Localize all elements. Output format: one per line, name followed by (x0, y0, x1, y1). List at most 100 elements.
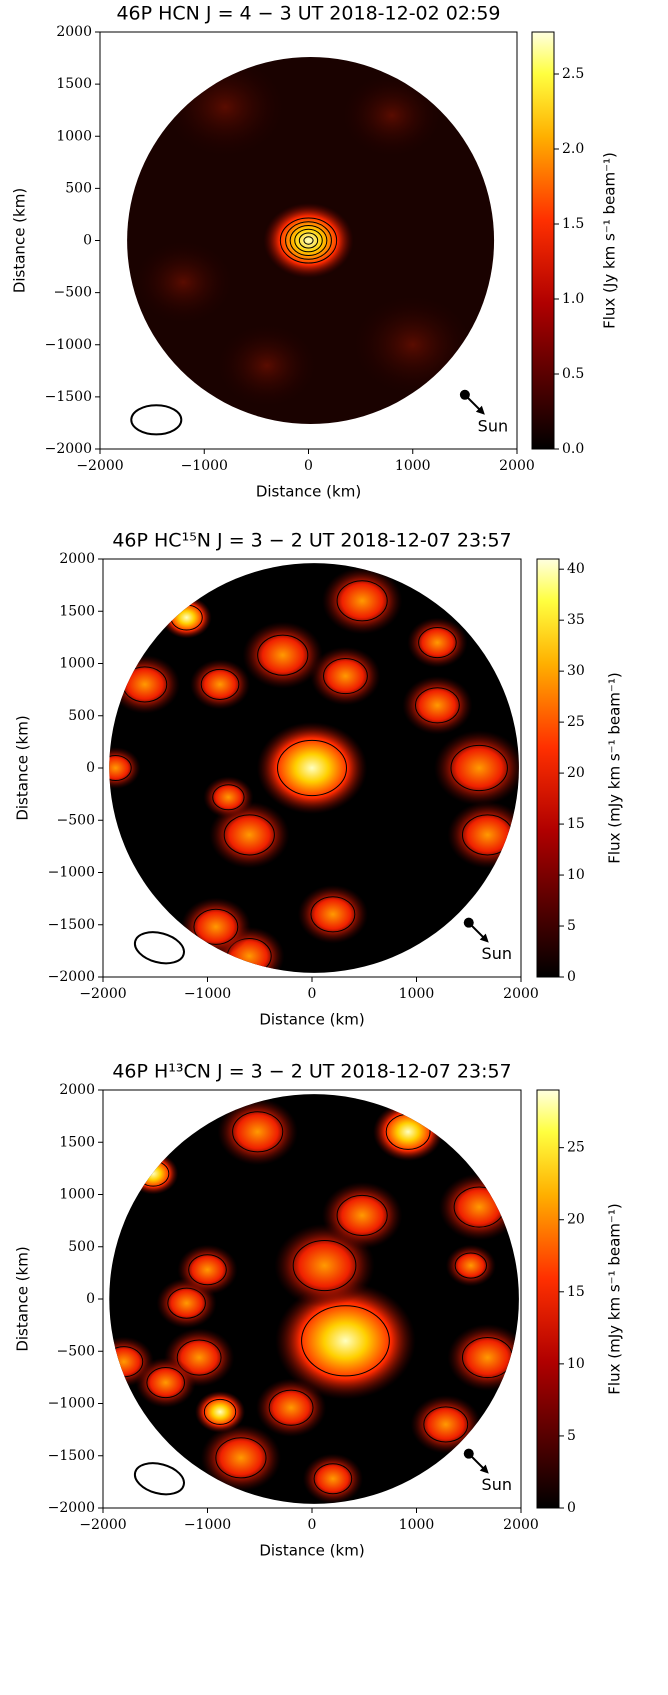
contour (336, 1194, 388, 1236)
emission (302, 1453, 363, 1504)
emission (217, 1098, 298, 1166)
contour (279, 217, 338, 264)
contour (423, 1406, 469, 1443)
y-tick-label: −2000 (48, 969, 95, 985)
colorbar-tick-label: 10 (567, 1356, 585, 1372)
emission (194, 1390, 246, 1433)
contour (200, 668, 240, 700)
panel: Sun−2000 −1000 0 1000 2000−2000−1500−1000−50… (14, 1061, 624, 1560)
emission (109, 747, 141, 789)
colorbar-tick-label: 35 (567, 612, 585, 628)
contour (289, 224, 328, 257)
beam (133, 931, 185, 965)
contour (301, 1305, 390, 1377)
sun-arrowhead (475, 405, 485, 415)
x-tick-label: 0 (308, 986, 317, 1002)
sun-arrow (468, 1452, 486, 1471)
y-tick-label: 1500 (56, 76, 92, 92)
emission (373, 1102, 444, 1162)
contour (188, 1254, 227, 1286)
colorbar-tick-label: 0.0 (562, 441, 584, 457)
colorbar-tick-label: 25 (567, 714, 585, 730)
y-tick-label: −2000 (45, 441, 92, 457)
contour (450, 744, 508, 792)
contour (294, 228, 323, 253)
x-tick-label: −1000 (181, 458, 228, 474)
x-tick-label: −1000 (184, 1517, 231, 1533)
emission (135, 1357, 196, 1408)
contour (414, 687, 460, 724)
x-tick-label: −2000 (76, 458, 123, 474)
colorbar-label: Flux (mJy km s⁻¹ beam⁻¹) (606, 672, 624, 863)
colorbar-tick-label: 40 (567, 561, 585, 577)
y-tick-label: −1500 (48, 917, 95, 933)
y-tick-label: 0 (83, 233, 92, 249)
x-axis-label: Distance (km) (256, 483, 361, 501)
contour (146, 1367, 186, 1399)
map (127, 57, 495, 424)
emission (322, 1181, 403, 1249)
x-tick-label: 2000 (503, 986, 539, 1002)
y-tick-label: −500 (57, 812, 95, 828)
x-tick-label: 2000 (503, 1517, 539, 1533)
colorbar-tick-label: 0.5 (562, 366, 584, 382)
colorbar-tick-label: 0 (567, 1500, 576, 1516)
colorbar-tick-label: 2.5 (562, 66, 584, 82)
panel: Sun−2000 −1000 0 1000 2000−2000−1500−1000−50… (14, 530, 624, 1029)
map (109, 1094, 519, 1504)
contour (303, 236, 314, 245)
emission (209, 801, 290, 869)
contour (257, 634, 309, 676)
contour (336, 580, 388, 622)
x-axis-label: Distance (km) (259, 1542, 364, 1560)
emission (216, 323, 317, 408)
y-tick-label: −2000 (48, 1500, 95, 1516)
contour (232, 1111, 284, 1153)
contour (203, 1398, 237, 1425)
x-tick-label: 2000 (499, 458, 535, 474)
y-tick-label: −1500 (48, 1448, 95, 1464)
y-tick-label: 2000 (59, 551, 95, 567)
contour (176, 1339, 222, 1376)
colorbar-tick-label: 15 (567, 816, 585, 832)
colorbar-tick-label: 5 (567, 1428, 576, 1444)
chart-title: 46P H¹³CN J = 3 − 2 UT 2018-12-07 23:57 (112, 1061, 511, 1083)
chart-title: 46P HCN J = 4 − 3 UT 2018-12-02 02:59 (116, 3, 500, 25)
emission (434, 730, 519, 806)
emission (310, 646, 381, 706)
emission (439, 1173, 519, 1241)
colorbar-tick-label: 1.5 (562, 216, 584, 232)
emission (322, 567, 403, 635)
colorbar-tick-label: 15 (567, 1284, 585, 1300)
panel: Sun−2000 −1000 0 1000 2000−2000−1500−1000−50… (11, 3, 619, 501)
x-tick-label: 1000 (399, 1517, 435, 1533)
sun-arrowhead (479, 933, 489, 943)
x-tick-label: −2000 (79, 1517, 126, 1533)
emission (255, 1378, 327, 1437)
emission (200, 1424, 282, 1492)
y-tick-label: 0 (86, 760, 95, 776)
emission (263, 202, 354, 279)
contour (268, 1389, 314, 1426)
colorbar-tick-label: 1.0 (562, 291, 584, 307)
y-tick-label: 1500 (59, 1134, 95, 1150)
emission (242, 621, 323, 689)
contour (215, 1437, 267, 1479)
emission (177, 1244, 238, 1295)
emission (297, 885, 369, 944)
emission (447, 801, 519, 869)
x-axis-label: Distance (km) (259, 1011, 364, 1029)
colorbar-label: Flux (Jy km s⁻¹ beam⁻¹) (601, 152, 619, 329)
colorbar-tick-label: 2.0 (562, 141, 584, 157)
y-tick-label: 2000 (56, 24, 92, 40)
contour (212, 784, 245, 811)
contour (298, 232, 319, 249)
emission (447, 1324, 519, 1391)
x-tick-label: 1000 (399, 986, 435, 1002)
sun-arrow (468, 921, 486, 940)
y-tick-label: −500 (57, 1343, 95, 1359)
sun-arrowhead (479, 1464, 489, 1474)
x-tick-label: −1000 (184, 986, 231, 1002)
y-tick-label: −1000 (48, 865, 95, 881)
emission (410, 1395, 481, 1454)
